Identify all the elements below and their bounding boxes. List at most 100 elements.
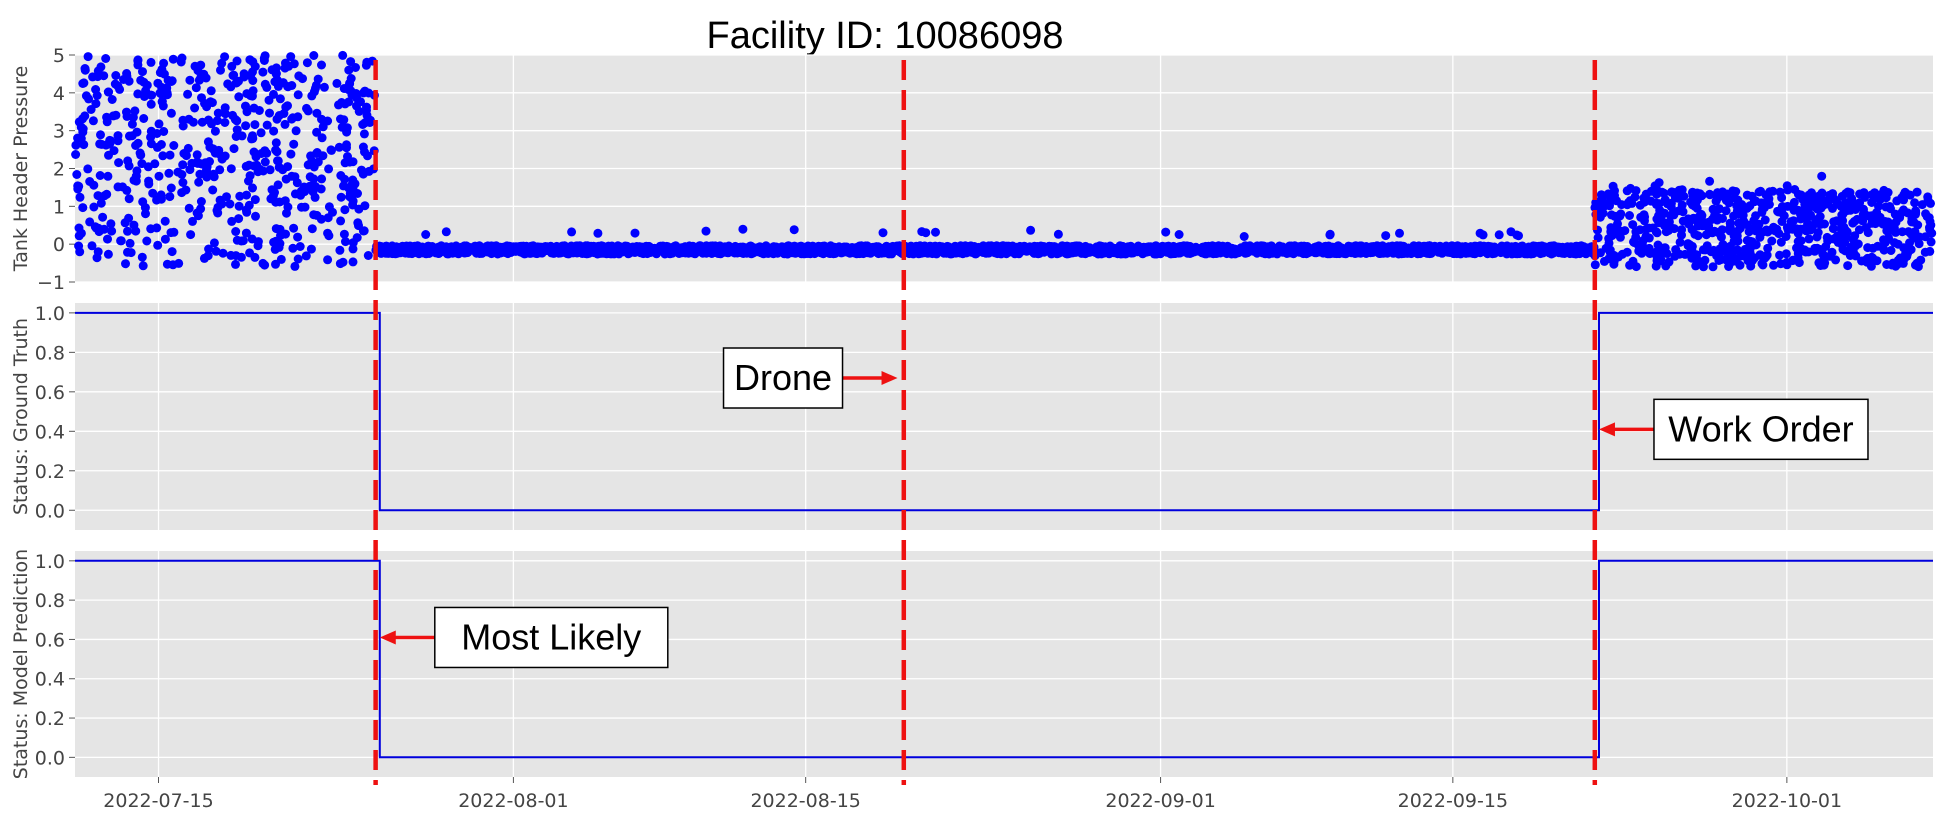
- data-point: [1759, 202, 1769, 212]
- data-point: [1926, 237, 1936, 247]
- data-point: [1793, 228, 1803, 238]
- data-point: [1693, 231, 1703, 241]
- data-point: [1688, 191, 1698, 201]
- x-tick-label: 2022-08-15: [750, 790, 860, 812]
- data-point: [283, 101, 292, 111]
- data-point: [1502, 247, 1512, 257]
- data-point: [293, 232, 303, 242]
- data-point: [467, 244, 477, 254]
- data-point: [208, 185, 218, 195]
- data-point: [789, 225, 799, 235]
- data-point: [1629, 237, 1638, 247]
- data-point: [346, 86, 356, 96]
- data-point: [1635, 200, 1645, 210]
- data-point: [186, 230, 196, 240]
- data-point: [273, 156, 282, 166]
- data-point: [1809, 202, 1818, 211]
- data-point: [555, 243, 565, 253]
- data-point: [226, 250, 236, 260]
- data-point: [241, 101, 250, 111]
- data-point: [178, 160, 188, 170]
- data-point: [276, 254, 286, 264]
- annotation: Work Order: [1598, 398, 1869, 461]
- y-tick-label: 0.4: [35, 421, 65, 443]
- data-point: [251, 152, 261, 162]
- data-point: [680, 245, 690, 255]
- data-point: [358, 142, 368, 152]
- data-point: [1640, 212, 1650, 222]
- data-point: [1782, 181, 1792, 191]
- data-point: [209, 169, 218, 179]
- data-point: [324, 164, 334, 174]
- data-point: [146, 57, 156, 67]
- data-point: [222, 192, 231, 202]
- data-point: [272, 114, 282, 124]
- data-point: [85, 177, 95, 186]
- data-point: [124, 194, 134, 204]
- data-point: [656, 241, 666, 251]
- data-point: [95, 139, 105, 149]
- data-point: [83, 52, 93, 62]
- data-point: [254, 165, 264, 175]
- data-point: [717, 243, 726, 253]
- data-point: [71, 140, 81, 150]
- data-point: [76, 228, 86, 238]
- data-point: [129, 220, 139, 230]
- data-point: [1825, 251, 1835, 261]
- data-point: [318, 122, 328, 132]
- data-point: [503, 247, 513, 257]
- data-point: [328, 207, 337, 217]
- data-point: [816, 248, 826, 258]
- data-point: [356, 97, 365, 107]
- data-point: [1777, 193, 1787, 203]
- data-point: [460, 244, 470, 254]
- data-point: [644, 245, 654, 255]
- data-point: [339, 181, 348, 191]
- data-point: [359, 88, 368, 98]
- data-point: [108, 111, 118, 121]
- data-point: [1470, 242, 1480, 252]
- data-point: [941, 247, 951, 257]
- panels: −1 0 1 2 3 4 5 Tank Header Pressure 0.0 0.2 0.4 0.6…: [10, 45, 1937, 779]
- data-point: [1812, 232, 1822, 242]
- y-tick-label: 0.6: [35, 382, 65, 404]
- data-point: [489, 241, 498, 251]
- data-point: [1506, 227, 1516, 237]
- data-point: [1817, 171, 1827, 181]
- data-point: [98, 212, 108, 222]
- data-point: [1910, 198, 1920, 208]
- data-point: [264, 95, 274, 105]
- data-point: [1906, 229, 1916, 239]
- data-point: [1718, 214, 1727, 223]
- data-point: [250, 120, 260, 130]
- y-axis-label: Tank Header Pressure: [10, 66, 32, 273]
- data-point: [94, 227, 104, 237]
- data-point: [317, 60, 326, 70]
- data-point: [113, 182, 123, 192]
- data-point: [293, 254, 303, 264]
- data-point: [1796, 190, 1806, 200]
- data-point: [303, 106, 313, 116]
- data-point: [1521, 245, 1531, 255]
- data-point: [1381, 231, 1391, 241]
- y-tick-label: 0.2: [35, 708, 65, 730]
- data-point: [1304, 244, 1314, 254]
- data-point: [336, 216, 346, 226]
- data-point: [1714, 256, 1724, 265]
- data-point: [1772, 224, 1782, 234]
- data-point: [150, 159, 160, 169]
- data-point: [265, 108, 274, 118]
- data-point: [426, 247, 436, 256]
- arrow-head: [1598, 422, 1615, 437]
- data-point: [1843, 261, 1853, 271]
- data-point: [271, 197, 281, 207]
- data-point: [383, 248, 393, 258]
- data-point: [536, 248, 546, 258]
- y-tick-label: 1: [53, 196, 65, 218]
- data-point: [873, 242, 883, 252]
- data-point: [188, 216, 197, 226]
- data-point: [160, 234, 170, 244]
- data-point: [309, 51, 319, 60]
- data-point: [262, 82, 272, 92]
